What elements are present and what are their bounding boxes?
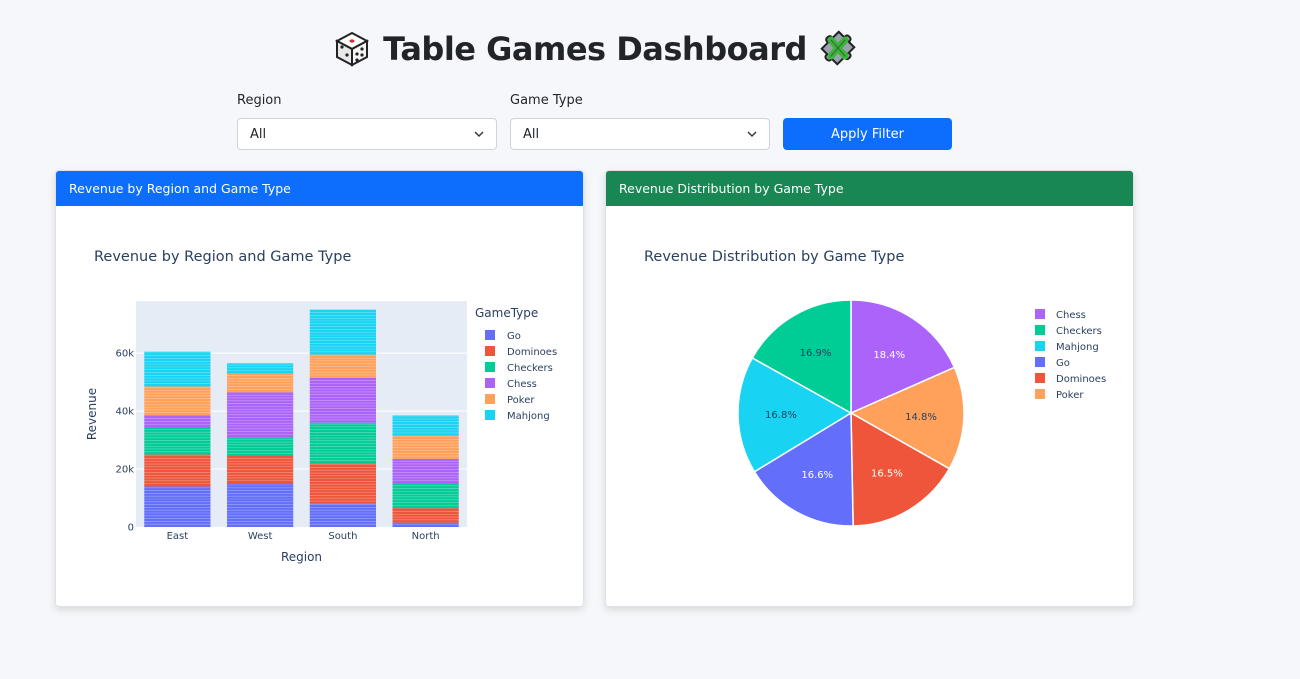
puzzle-piece-icon xyxy=(820,30,856,66)
y-tick-label: 40k xyxy=(115,407,134,418)
legend-swatch xyxy=(1035,309,1045,319)
bar-segment-dominoes xyxy=(392,508,459,523)
legend-item: Poker xyxy=(507,395,535,406)
pie-slice-dominoes xyxy=(850,411,951,527)
pie-slice-chess xyxy=(850,299,956,415)
slice-label: 16.6% xyxy=(801,470,833,481)
bar-segment-chess xyxy=(227,392,294,438)
bar-segment-mahjong xyxy=(309,309,376,355)
bar-segment-dominoes xyxy=(144,454,211,487)
game-type-label: Game Type xyxy=(510,93,583,108)
legend-swatch xyxy=(485,394,495,404)
pie-slice-go xyxy=(753,411,854,527)
legend-item: Go xyxy=(1056,358,1070,369)
pie-slice-poker xyxy=(849,366,965,470)
legend-item: Mahjong xyxy=(1056,342,1099,353)
bar-segment-go xyxy=(144,486,211,527)
bar-segment-chess xyxy=(144,415,211,428)
game-type-filter: Game Type All xyxy=(510,93,770,150)
legend-item: Dominoes xyxy=(507,347,557,358)
legend-swatch xyxy=(1035,389,1045,399)
title-row: Table Games Dashboard xyxy=(0,30,1190,68)
bar-segment-chess xyxy=(392,458,459,484)
legend-item: Chess xyxy=(507,379,537,390)
legend-swatch xyxy=(485,362,495,372)
x-axis-title: Region xyxy=(281,550,322,564)
legend-item: Chess xyxy=(1056,310,1086,321)
y-axis-title: Revenue xyxy=(85,388,99,440)
page-title: Table Games Dashboard xyxy=(383,30,807,68)
y-tick-label: 60k xyxy=(115,349,134,360)
legend-swatch xyxy=(1035,373,1045,383)
legend-item: Mahjong xyxy=(507,411,550,422)
bar-chart: Revenue by Region and Game Type 0 20k 40k 60… xyxy=(85,249,557,564)
legend-swatch xyxy=(485,346,495,356)
bar-segment-poker xyxy=(392,435,459,459)
legend-item: Checkers xyxy=(507,363,553,374)
region-select-value: All xyxy=(250,126,267,142)
legend-title: GameType xyxy=(475,306,538,320)
x-tick-label: West xyxy=(248,531,273,542)
bar-segment-dominoes xyxy=(227,456,294,484)
bar-segment-poker xyxy=(227,373,294,393)
chart-title: Revenue Distribution by Game Type xyxy=(644,249,905,265)
legend-swatch xyxy=(485,378,495,388)
bar-segment-checkers xyxy=(227,437,294,457)
bar-segment-checkers xyxy=(144,427,211,455)
legend-swatch xyxy=(1035,357,1045,367)
x-tick-label: South xyxy=(328,531,357,542)
bar-segment-poker xyxy=(144,386,211,416)
legend-swatch xyxy=(1035,325,1045,335)
chart-title: Revenue by Region and Game Type xyxy=(94,249,351,265)
chevron-down-icon xyxy=(474,131,484,138)
bar-segment-checkers xyxy=(392,483,459,509)
legend-item: Go xyxy=(507,331,521,342)
legend-item: Checkers xyxy=(1056,326,1102,337)
slice-label: 18.4% xyxy=(873,350,905,361)
dice-icon xyxy=(334,31,370,67)
legend-swatch xyxy=(1035,341,1045,351)
legend-swatch xyxy=(485,410,495,420)
bar-segment-checkers xyxy=(309,422,376,464)
game-type-select[interactable]: All xyxy=(510,118,770,150)
x-tick-label: North xyxy=(412,531,440,542)
slice-label: 16.8% xyxy=(765,410,797,421)
bar-segment-go xyxy=(309,503,376,527)
legend-item: Poker xyxy=(1056,390,1084,401)
legend-swatch xyxy=(485,330,495,340)
bar-segment-poker xyxy=(309,354,376,378)
y-tick-label: 0 xyxy=(128,523,134,534)
pie-slice-checkers xyxy=(751,299,852,415)
slice-label: 16.9% xyxy=(800,348,832,359)
bar-segment-go xyxy=(227,483,294,527)
region-label: Region xyxy=(237,93,282,108)
apply-filter-button[interactable]: Apply Filter xyxy=(783,118,952,150)
pie-chart: Revenue Distribution by Game Type 18.4% 14… xyxy=(644,249,1106,527)
pie-chart-card: Revenue Distribution by Game Type Revenu… xyxy=(605,170,1134,607)
bar-segment-mahjong xyxy=(392,415,459,436)
region-select[interactable]: All xyxy=(237,118,497,150)
bar-segment-go xyxy=(392,522,459,527)
bar-card-header: Revenue by Region and Game Type xyxy=(56,171,583,206)
game-type-select-value: All xyxy=(523,126,540,142)
y-tick-label: 20k xyxy=(115,465,134,476)
bar-segment-mahjong xyxy=(227,363,294,374)
x-tick-label: East xyxy=(167,531,189,542)
legend-item: Dominoes xyxy=(1056,374,1106,385)
region-filter: Region All xyxy=(237,93,497,150)
slice-label: 16.5% xyxy=(871,469,903,480)
bar-segment-mahjong xyxy=(144,351,211,387)
bar-segment-chess xyxy=(309,377,376,423)
slice-label: 14.8% xyxy=(905,412,937,423)
pie-card-header: Revenue Distribution by Game Type xyxy=(606,171,1133,206)
pie-slice-mahjong xyxy=(737,356,853,473)
chevron-down-icon xyxy=(747,131,757,138)
bar-segment-dominoes xyxy=(309,463,376,504)
bar-chart-card: Revenue by Region and Game Type Revenue … xyxy=(55,170,584,607)
